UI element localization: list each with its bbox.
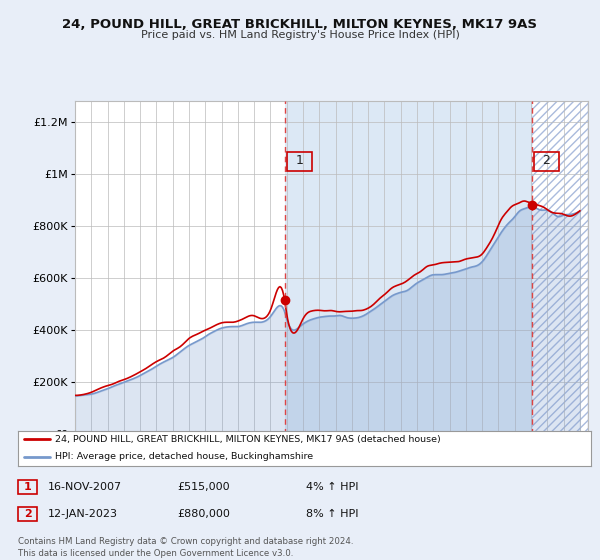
Text: 24, POUND HILL, GREAT BRICKHILL, MILTON KEYNES, MK17 9AS: 24, POUND HILL, GREAT BRICKHILL, MILTON …	[62, 18, 538, 31]
Bar	[285, 101, 532, 434]
Text: Price paid vs. HM Land Registry's House Price Index (HPI): Price paid vs. HM Land Registry's House …	[140, 30, 460, 40]
Text: 4% ↑ HPI: 4% ↑ HPI	[306, 482, 359, 492]
Bar	[532, 101, 588, 434]
Text: £515,000: £515,000	[177, 482, 230, 492]
Text: 1: 1	[24, 482, 31, 492]
Text: HPI: Average price, detached house, Buckinghamshire: HPI: Average price, detached house, Buck…	[55, 452, 313, 461]
Text: Contains HM Land Registry data © Crown copyright and database right 2024.
This d: Contains HM Land Registry data © Crown c…	[18, 537, 353, 558]
Text: 2: 2	[542, 154, 550, 167]
Text: 24, POUND HILL, GREAT BRICKHILL, MILTON KEYNES, MK17 9AS (detached house): 24, POUND HILL, GREAT BRICKHILL, MILTON …	[55, 435, 441, 444]
Text: 12-JAN-2023: 12-JAN-2023	[48, 509, 118, 519]
Text: 2: 2	[24, 509, 31, 519]
Text: 8% ↑ HPI: 8% ↑ HPI	[306, 509, 359, 519]
Text: 16-NOV-2007: 16-NOV-2007	[48, 482, 122, 492]
Text: 1: 1	[296, 154, 304, 167]
Text: £880,000: £880,000	[177, 509, 230, 519]
